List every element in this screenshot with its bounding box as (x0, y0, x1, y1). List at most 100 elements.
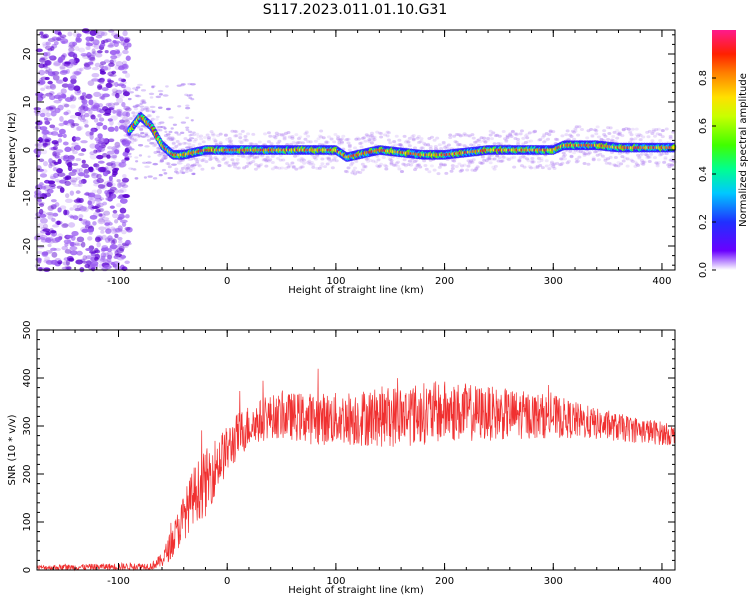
ridge-halo (360, 136, 365, 140)
ridge-halo (339, 137, 344, 141)
noise-speck (123, 86, 132, 93)
ridge-halo (560, 157, 565, 161)
ridge-halo (526, 159, 531, 163)
ridge-halo (623, 156, 628, 160)
ridge-halo (268, 134, 273, 138)
noise-speck (143, 107, 149, 111)
ridge-halo (493, 164, 498, 168)
ridge-halo (196, 157, 201, 161)
noise-speck (62, 133, 67, 139)
ridge-halo (654, 161, 659, 165)
ridge-halo (339, 140, 344, 144)
ridge-halo (356, 137, 361, 141)
ridge-halo (418, 140, 423, 144)
ridge-halo (317, 134, 322, 138)
ridge-halo (429, 164, 434, 168)
ridge-halo (555, 161, 560, 165)
ridge-halo (129, 136, 134, 140)
ridge-halo (488, 133, 493, 137)
ridge-halo (443, 163, 448, 167)
noise-speck (66, 96, 73, 103)
ridge-halo (662, 160, 667, 164)
noise-speck (171, 163, 177, 166)
ridge-halo (671, 155, 676, 159)
noise-speck (72, 215, 79, 220)
noise-speck (120, 181, 126, 187)
ridge-halo (435, 136, 440, 140)
ridge-halo (178, 159, 183, 163)
x-tick-label: 300 (544, 576, 563, 587)
noise-speck (59, 187, 65, 193)
noise-speck (115, 92, 120, 99)
noise-speck (40, 34, 48, 39)
noise-speck (108, 175, 113, 181)
noise-speck (84, 263, 90, 269)
noise-speck (75, 168, 81, 174)
noise-speck (60, 88, 67, 94)
noise-speck (107, 118, 113, 122)
noise-speck (105, 38, 112, 43)
noise-speck (40, 217, 48, 224)
noise-speck (51, 159, 56, 164)
ridge-halo (148, 114, 153, 118)
ridge-halo (437, 143, 442, 147)
ridge-halo (247, 155, 252, 159)
noise-speck (83, 174, 90, 179)
snr-x-axis: -100 0 100 200 300 400 (52, 330, 672, 587)
ridge-halo (145, 134, 150, 138)
noise-speck (93, 194, 102, 200)
ridge-halo (422, 159, 427, 163)
noise-speck (86, 52, 92, 58)
noise-speck (99, 197, 105, 201)
ridge-halo (629, 133, 634, 137)
ridge-halo (411, 138, 416, 142)
ridge-halo (501, 155, 506, 159)
noise-speck (67, 156, 75, 162)
ridge-halo (479, 136, 484, 140)
noise-speck (187, 158, 194, 161)
ridge-halo (366, 156, 371, 160)
ridge-halo (256, 165, 261, 169)
ridge-halo (337, 140, 342, 144)
ridge-halo (603, 157, 608, 161)
noise-speck (100, 252, 107, 258)
ridge-halo (401, 162, 406, 166)
noise-speck (129, 148, 135, 151)
noise-speck (61, 83, 69, 88)
ridge-halo (166, 162, 171, 166)
ridge-halo (552, 162, 557, 166)
noise-speck (99, 79, 105, 85)
noise-speck (72, 41, 78, 46)
ridge-halo (175, 171, 180, 175)
noise-speck (112, 167, 118, 174)
noise-speck (95, 208, 101, 213)
noise-speck (68, 44, 76, 49)
ridge-halo (650, 139, 655, 143)
noise-speck (119, 207, 127, 214)
ridge-halo (238, 132, 243, 136)
ridge-halo (459, 168, 464, 172)
noise-speck (140, 131, 145, 135)
noise-speck (157, 106, 163, 109)
ridge-halo (293, 142, 298, 146)
noise-speck (53, 141, 59, 147)
noise-speck (83, 192, 92, 196)
noise-speck (57, 260, 63, 265)
ridge-halo (349, 163, 354, 167)
colorbar-tick-label: 0.4 (698, 166, 709, 182)
ridge-halo (475, 138, 480, 142)
ridge-halo (611, 135, 616, 139)
noise-speck (108, 107, 115, 111)
noise-speck (56, 220, 61, 226)
noise-speck (37, 198, 43, 203)
noise-speck (57, 138, 63, 143)
noise-speck (103, 210, 111, 216)
noise-speck (73, 198, 82, 204)
ridge-halo (140, 99, 145, 103)
ridge-halo (637, 132, 642, 136)
ridge-halo (669, 163, 674, 167)
ridge-halo (427, 136, 432, 140)
ridge-halo (293, 154, 298, 158)
noise-speck (87, 194, 95, 200)
ridge-halo (132, 114, 137, 118)
